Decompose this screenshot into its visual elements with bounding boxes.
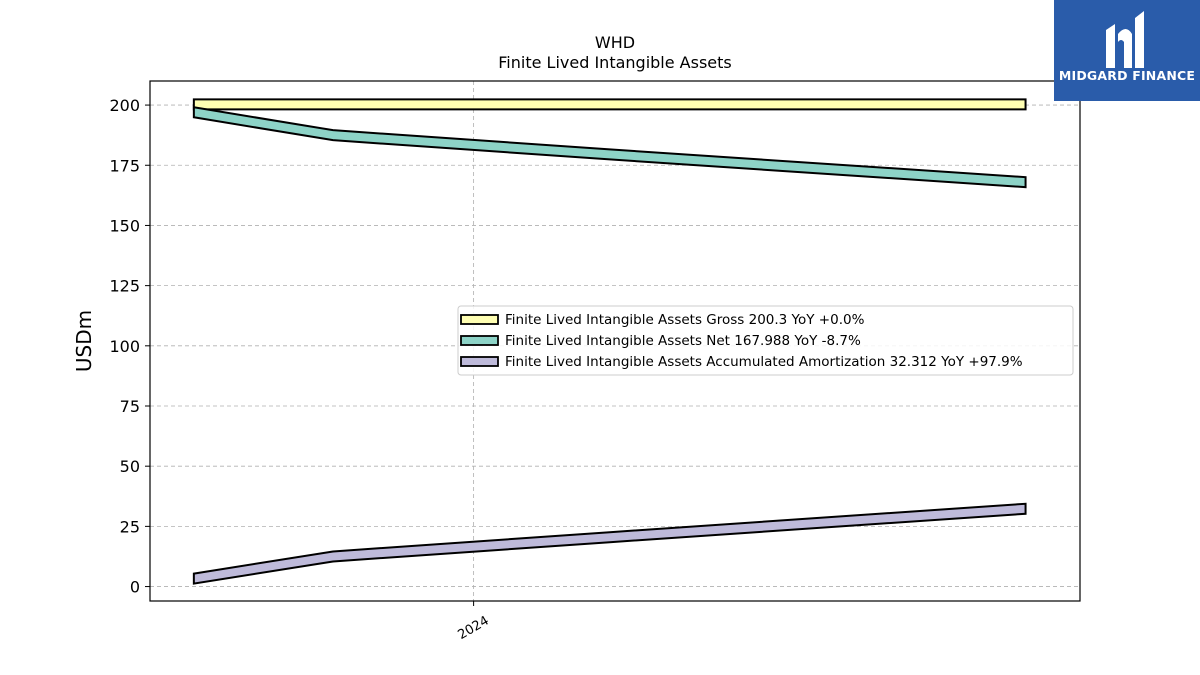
y-tick-label: 200 [109,96,140,115]
series-band-2 [192,106,1027,189]
y-tick-label: 50 [120,457,140,476]
logo-mark-icon [1106,11,1144,68]
x-tick-label: 2024 [455,613,491,643]
x-axis: 2024 [455,601,492,643]
chart-subtitle: Finite Lived Intangible Assets [498,53,731,72]
legend: Finite Lived Intangible Assets Gross 200… [457,305,1074,376]
brand-logo: MIDGARD FINANCE [1054,0,1200,101]
y-tick-label: 100 [109,337,140,356]
series-layer [192,98,1027,585]
legend-swatch [460,335,499,346]
legend-entry-label: Finite Lived Intangible Assets Accumulat… [505,354,1023,370]
series-band-1 [192,98,1027,111]
legend-entry-label: Finite Lived Intangible Assets Gross 200… [505,312,865,328]
chart-title: WHD [595,33,635,52]
legend-entry-label: Finite Lived Intangible Assets Net 167.9… [505,333,861,349]
y-axis: 0 25 50 75 100 125 150 175 200 [109,96,150,597]
legend-box [457,305,1074,376]
brand-name: MIDGARD FINANCE [1058,68,1196,83]
y-tick-label: 0 [130,578,140,597]
series-band-3 [192,502,1027,585]
y-axis-label: USDm [72,310,96,372]
legend-swatch [460,356,499,367]
y-tick-label: 75 [120,397,140,416]
y-tick-label: 25 [120,517,140,536]
y-tick-label: 150 [109,216,140,235]
plot-frame [149,80,1081,602]
y-tick-label: 125 [109,277,140,296]
legend-swatch [460,314,499,325]
y-tick-label: 175 [109,156,140,175]
